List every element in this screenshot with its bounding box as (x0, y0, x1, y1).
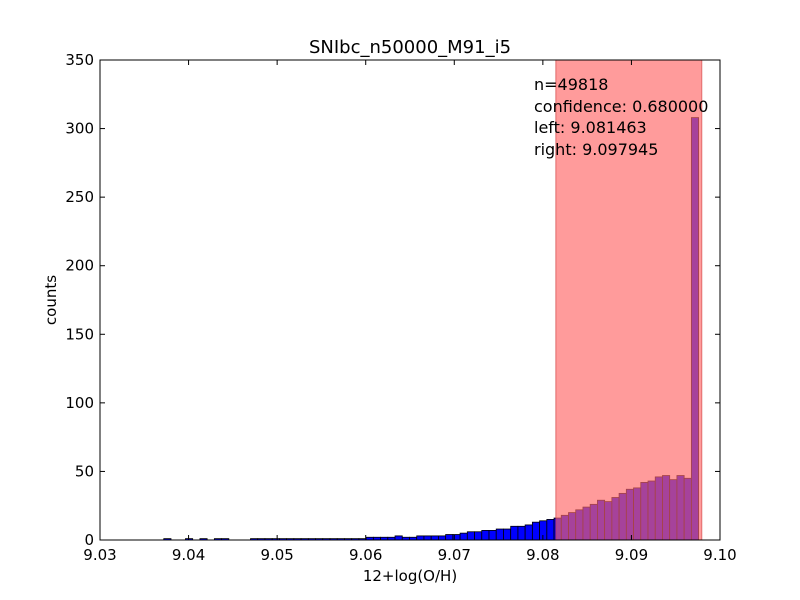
y-tick-label: 300 (65, 120, 94, 138)
y-tick-label: 50 (75, 462, 94, 480)
histogram-bar (495, 528, 504, 541)
x-tick-label: 9.09 (615, 546, 648, 564)
histogram-bar (394, 535, 403, 541)
y-tick-label: 200 (65, 257, 94, 275)
x-tick-label: 9.08 (526, 546, 559, 564)
y-axis-label: counts (42, 275, 60, 325)
y-tick-label: 100 (65, 394, 94, 412)
confidence-interval-band-group (555, 59, 703, 541)
histogram-bar (510, 525, 519, 541)
chart-title: SNIbc_n50000_M91_i5 (309, 37, 511, 58)
histogram-bar (466, 531, 475, 541)
annotation-confidence: confidence: 0.680000 (534, 97, 708, 116)
stats-annotation: n=49818 confidence: 0.680000 left: 9.081… (534, 75, 708, 159)
histogram-bar (438, 535, 447, 541)
histogram-bar (445, 534, 454, 541)
histogram-bar (524, 524, 533, 541)
y-tick-label: 250 (65, 188, 94, 206)
annotation-n: n=49818 (534, 75, 608, 94)
x-tick-label: 9.07 (438, 546, 471, 564)
y-tick-label: 0 (84, 531, 94, 549)
histogram-bar (430, 535, 439, 541)
histogram-bar (503, 528, 512, 541)
histogram-bar (416, 535, 425, 541)
plot-frame (99, 59, 721, 541)
annotation-left: left: 9.081463 (534, 118, 647, 137)
confidence-interval-band (555, 59, 703, 541)
histogram-bar (459, 532, 468, 541)
histogram-bar (474, 531, 483, 541)
histogram-bar (488, 530, 497, 541)
histogram-bar (517, 525, 526, 541)
x-axis-label: 12+log(O/H) (363, 567, 457, 585)
annotation-right: right: 9.097945 (534, 140, 658, 159)
histogram-bar (546, 519, 555, 541)
x-tick-label: 9.06 (349, 546, 382, 564)
x-tick-label: 9.03 (83, 546, 116, 564)
histogram-bar (531, 521, 540, 541)
y-tick-label: 350 (65, 51, 94, 69)
histogram-bar (481, 530, 490, 541)
y-tick-label: 150 (65, 325, 94, 343)
x-tick-label: 9.10 (703, 546, 736, 564)
axis-ticks: 9.03 9.04 9.05 9.06 9.07 9.08 9.09 9.10 0 50 100 15… (65, 51, 736, 564)
x-tick-label: 9.04 (172, 546, 205, 564)
histogram-bar (423, 535, 432, 541)
x-tick-label: 9.05 (260, 546, 293, 564)
